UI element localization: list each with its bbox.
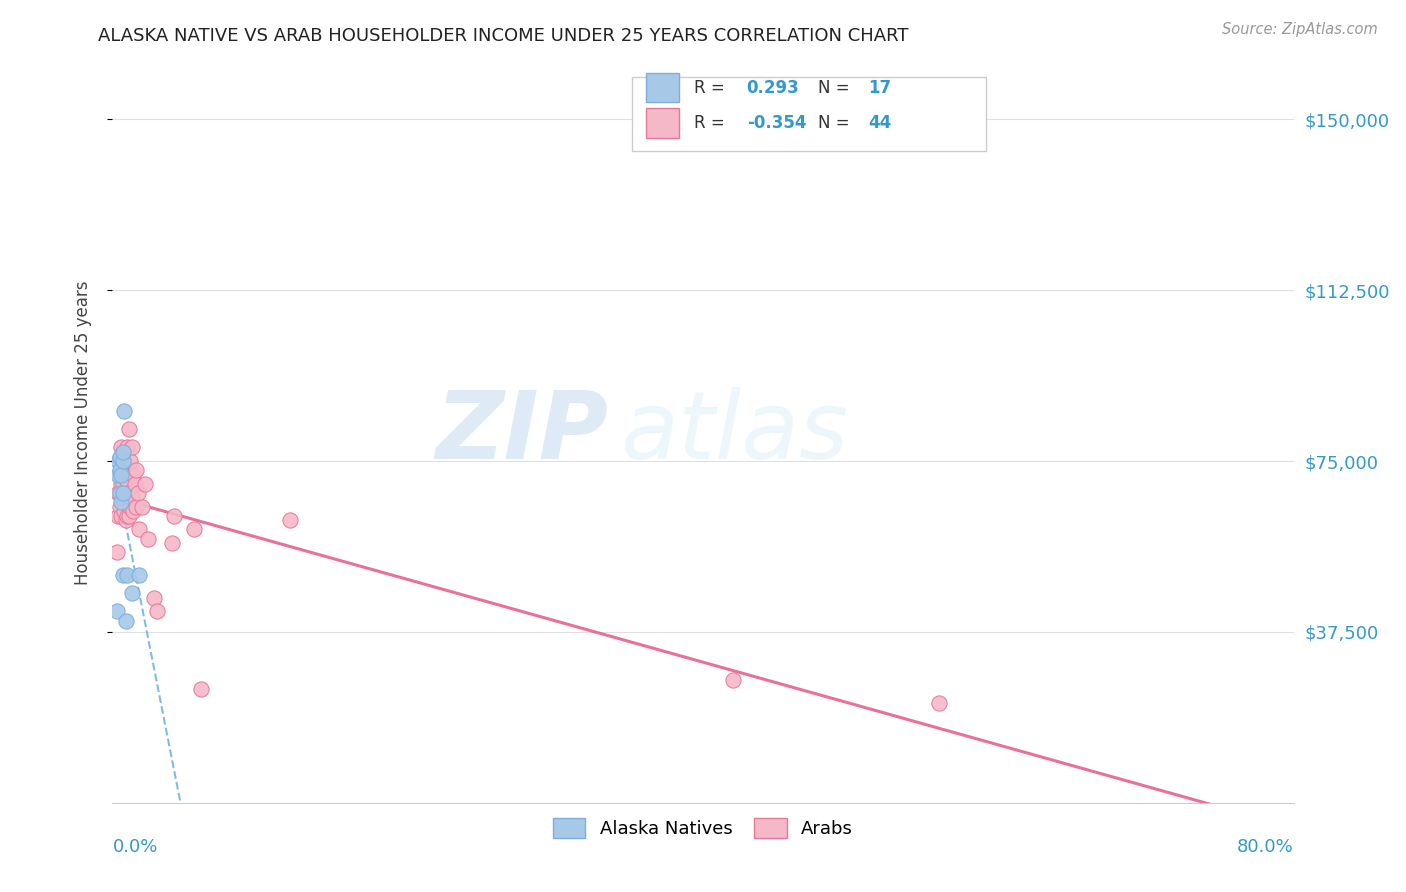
Point	[110, 476, 132, 491]
Point	[127, 486, 149, 500]
Point	[160, 536, 183, 550]
Point	[122, 467, 145, 482]
Text: 17: 17	[869, 78, 891, 96]
Point	[107, 467, 129, 482]
Point	[108, 467, 131, 482]
Text: 0.0%: 0.0%	[112, 838, 157, 855]
Text: Source: ZipAtlas.com: Source: ZipAtlas.com	[1222, 22, 1378, 37]
Point	[118, 422, 141, 436]
Point	[107, 508, 129, 523]
Point	[114, 513, 136, 527]
Point	[128, 523, 150, 537]
Point	[146, 604, 169, 618]
Point	[120, 454, 142, 468]
Point	[111, 476, 134, 491]
Text: atlas: atlas	[620, 387, 849, 478]
Point	[107, 486, 129, 500]
Point	[134, 476, 156, 491]
Point	[121, 586, 143, 600]
Text: N =: N =	[817, 114, 855, 132]
Point	[111, 495, 134, 509]
Point	[107, 454, 129, 468]
Point	[110, 508, 132, 523]
Text: N =: N =	[817, 78, 855, 96]
Point	[117, 486, 138, 500]
Point	[128, 568, 150, 582]
Text: R =: R =	[693, 78, 730, 96]
Point	[928, 696, 950, 710]
Point	[108, 463, 131, 477]
Point	[112, 454, 135, 468]
Point	[124, 476, 146, 491]
Point	[120, 500, 142, 514]
Bar	[647, 108, 679, 138]
Point	[108, 486, 131, 500]
Point	[117, 568, 138, 582]
Legend: Alaska Natives, Arabs: Alaska Natives, Arabs	[546, 810, 860, 846]
Text: ALASKA NATIVE VS ARAB HOUSEHOLDER INCOME UNDER 25 YEARS CORRELATION CHART: ALASKA NATIVE VS ARAB HOUSEHOLDER INCOME…	[98, 27, 908, 45]
Text: 0.293: 0.293	[747, 78, 800, 96]
Point	[105, 545, 128, 559]
Point	[278, 513, 301, 527]
Point	[125, 463, 148, 477]
Point	[112, 504, 135, 518]
Text: 80.0%: 80.0%	[1237, 838, 1294, 855]
Text: ZIP: ZIP	[436, 386, 609, 479]
Point	[108, 500, 131, 514]
Point	[125, 500, 148, 514]
Point	[111, 445, 134, 459]
Point	[108, 450, 131, 464]
Point	[118, 508, 141, 523]
Point	[121, 441, 143, 455]
Point	[112, 467, 135, 482]
Point	[190, 681, 212, 696]
Point	[114, 472, 136, 486]
Point	[105, 604, 128, 618]
Text: -0.354: -0.354	[747, 114, 806, 132]
Point	[142, 591, 165, 605]
Point	[721, 673, 744, 687]
Point	[111, 454, 134, 468]
Point	[114, 614, 136, 628]
Point	[112, 404, 135, 418]
Point	[121, 491, 143, 505]
Point	[111, 486, 134, 500]
Point	[110, 467, 132, 482]
Text: 44: 44	[869, 114, 891, 132]
Point	[117, 441, 138, 455]
Point	[110, 495, 132, 509]
FancyBboxPatch shape	[633, 78, 987, 152]
Point	[131, 500, 153, 514]
Point	[117, 508, 138, 523]
Text: R =: R =	[693, 114, 730, 132]
Point	[111, 445, 134, 459]
Point	[163, 508, 186, 523]
Point	[183, 523, 205, 537]
Point	[110, 441, 132, 455]
Point	[122, 504, 145, 518]
Bar	[647, 73, 679, 103]
Point	[111, 568, 134, 582]
Y-axis label: Householder Income Under 25 years: Householder Income Under 25 years	[73, 280, 91, 585]
Point	[136, 532, 159, 546]
